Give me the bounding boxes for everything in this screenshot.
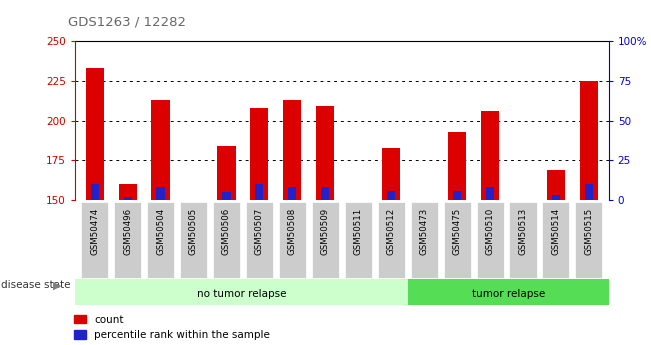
FancyBboxPatch shape bbox=[345, 202, 372, 278]
FancyBboxPatch shape bbox=[443, 202, 471, 278]
FancyBboxPatch shape bbox=[81, 202, 108, 278]
Bar bbox=[255, 184, 264, 200]
Bar bbox=[90, 184, 99, 200]
FancyBboxPatch shape bbox=[114, 202, 141, 278]
Bar bbox=[156, 187, 165, 200]
FancyBboxPatch shape bbox=[378, 202, 405, 278]
Text: GSM50513: GSM50513 bbox=[518, 208, 527, 255]
Legend: count, percentile rank within the sample: count, percentile rank within the sample bbox=[74, 315, 270, 340]
Bar bbox=[321, 187, 329, 200]
Text: GSM50507: GSM50507 bbox=[255, 208, 264, 255]
Bar bbox=[283, 100, 301, 200]
Bar bbox=[408, 279, 609, 305]
Bar bbox=[382, 148, 400, 200]
Text: GSM50506: GSM50506 bbox=[222, 208, 231, 255]
Text: GSM50496: GSM50496 bbox=[123, 208, 132, 255]
Bar bbox=[580, 81, 598, 200]
Text: GSM50508: GSM50508 bbox=[288, 208, 297, 255]
Text: disease state: disease state bbox=[1, 280, 70, 290]
FancyBboxPatch shape bbox=[575, 202, 602, 278]
Bar bbox=[118, 184, 137, 200]
Text: GSM50515: GSM50515 bbox=[585, 208, 594, 255]
Bar bbox=[85, 68, 104, 200]
Text: GSM50511: GSM50511 bbox=[353, 208, 363, 255]
Text: GSM50510: GSM50510 bbox=[486, 208, 495, 255]
Bar bbox=[552, 195, 560, 200]
Bar bbox=[486, 187, 494, 200]
Bar bbox=[124, 197, 132, 200]
Bar bbox=[453, 190, 461, 200]
FancyBboxPatch shape bbox=[542, 202, 570, 278]
Bar bbox=[387, 190, 395, 200]
FancyBboxPatch shape bbox=[180, 202, 207, 278]
Text: GSM50475: GSM50475 bbox=[452, 208, 462, 255]
Text: tumor relapse: tumor relapse bbox=[471, 289, 545, 299]
Text: GSM50512: GSM50512 bbox=[387, 208, 396, 255]
FancyBboxPatch shape bbox=[213, 202, 240, 278]
Bar bbox=[288, 187, 296, 200]
FancyBboxPatch shape bbox=[246, 202, 273, 278]
Bar bbox=[152, 100, 170, 200]
Bar bbox=[547, 170, 565, 200]
FancyBboxPatch shape bbox=[147, 202, 174, 278]
Bar bbox=[217, 146, 236, 200]
Text: ▶: ▶ bbox=[53, 280, 62, 290]
Text: GSM50474: GSM50474 bbox=[90, 208, 99, 255]
Bar bbox=[448, 132, 466, 200]
Text: GSM50505: GSM50505 bbox=[189, 208, 198, 255]
FancyBboxPatch shape bbox=[279, 202, 306, 278]
Text: no tumor relapse: no tumor relapse bbox=[197, 289, 286, 299]
Bar bbox=[481, 111, 499, 200]
Text: GDS1263 / 12282: GDS1263 / 12282 bbox=[68, 16, 186, 29]
Text: GSM50509: GSM50509 bbox=[321, 208, 330, 255]
Bar bbox=[316, 107, 335, 200]
FancyBboxPatch shape bbox=[411, 202, 437, 278]
FancyBboxPatch shape bbox=[510, 202, 536, 278]
Bar bbox=[585, 184, 593, 200]
Text: GSM50514: GSM50514 bbox=[551, 208, 561, 255]
FancyBboxPatch shape bbox=[477, 202, 504, 278]
Text: GSM50504: GSM50504 bbox=[156, 208, 165, 255]
Bar bbox=[251, 108, 268, 200]
Text: GSM50473: GSM50473 bbox=[420, 208, 428, 255]
Bar bbox=[223, 192, 230, 200]
Bar bbox=[75, 279, 408, 305]
FancyBboxPatch shape bbox=[312, 202, 339, 278]
